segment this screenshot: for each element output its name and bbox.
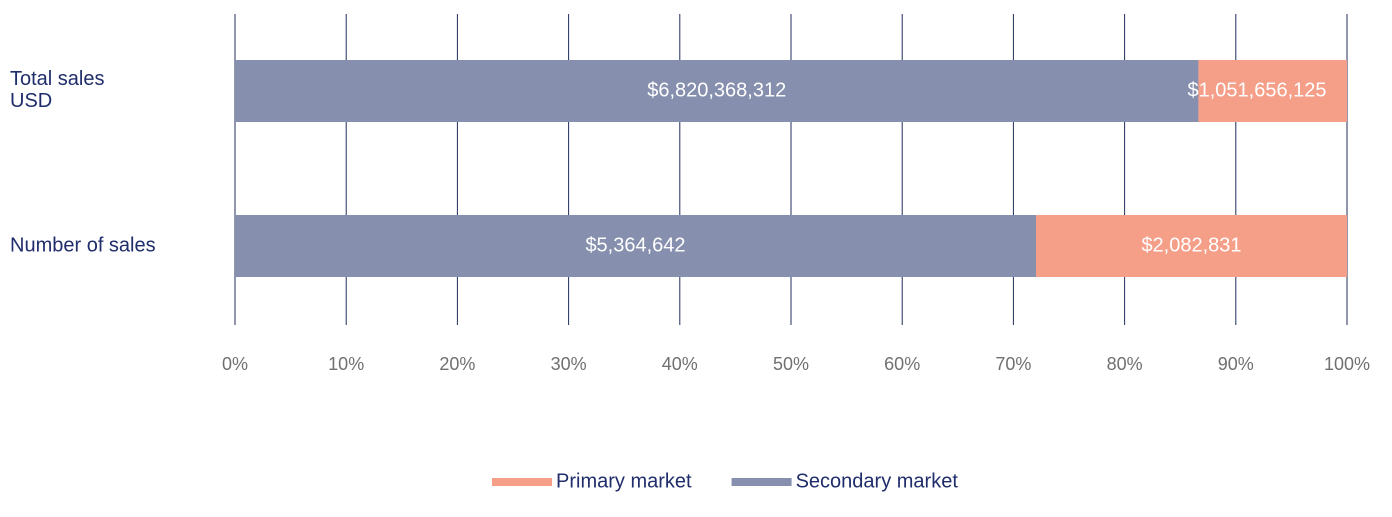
category-label: Total sales USD	[10, 68, 105, 112]
category-label: Number of sales	[10, 234, 156, 256]
legend-label: Primary market	[556, 470, 692, 492]
x-tick-label: 50%	[773, 354, 809, 374]
x-tick-label: 90%	[1218, 354, 1254, 374]
x-tick-label: 10%	[328, 354, 364, 374]
bar-segment	[235, 60, 1199, 122]
x-tick-label: 30%	[551, 354, 587, 374]
legend-label: Secondary market	[796, 470, 959, 492]
bar-segment	[1198, 60, 1347, 122]
x-tick-label: 100%	[1324, 354, 1370, 374]
legend-swatch	[492, 478, 552, 486]
x-tick-label: 20%	[439, 354, 475, 374]
bar-segment	[235, 215, 1037, 277]
x-tick-label: 0%	[222, 354, 248, 374]
data-label: $2,082,831	[1141, 234, 1241, 256]
x-tick-label: 40%	[662, 354, 698, 374]
data-label: $6,820,368,312	[647, 79, 786, 101]
data-label: $5,364,642	[585, 234, 685, 256]
data-label: $1,051,656,125	[1187, 79, 1326, 101]
x-tick-label: 70%	[995, 354, 1031, 374]
x-tick-label: 60%	[884, 354, 920, 374]
legend-swatch	[731, 478, 792, 486]
x-tick-label: 80%	[1107, 354, 1143, 374]
bar-segment	[1036, 215, 1347, 277]
